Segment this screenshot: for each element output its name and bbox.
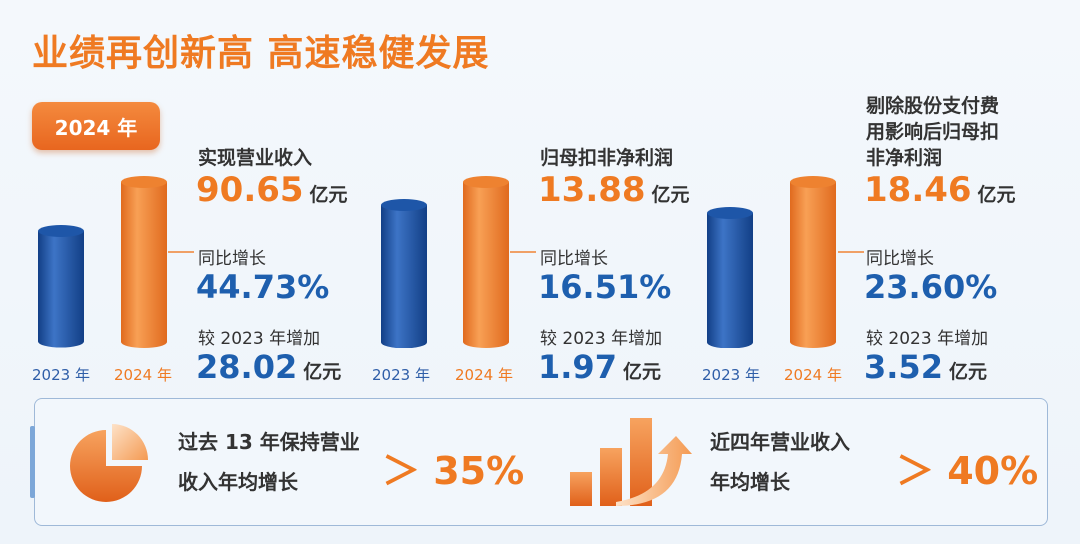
delta-label: 较 2023 年增加 <box>866 329 989 349</box>
bar-2023-profit <box>381 198 427 348</box>
metric-title-line2: 用影响后归母扣 <box>866 121 1000 143</box>
leader-line <box>838 251 864 253</box>
yoy-label: 同比增长 <box>540 249 608 269</box>
metric-value: 90.65 亿元 <box>196 170 348 210</box>
yoy-label: 同比增长 <box>866 249 934 269</box>
bar-2023-adjusted-profit <box>707 206 753 348</box>
year-badge: 2024 年 <box>32 102 160 150</box>
x-label-2023: 2023 年 <box>32 366 90 384</box>
summary-right-line2: 年均增长 <box>710 470 790 494</box>
metric-title: 归母扣非净利润 <box>540 147 674 169</box>
metric-value: 13.88 亿元 <box>538 170 690 210</box>
x-label-2024: 2024 年 <box>784 366 842 384</box>
metric-title-line1: 剔除股份支付费 <box>866 95 1000 117</box>
yoy-value: 44.73% <box>196 268 330 306</box>
yoy-label: 同比增长 <box>198 249 266 269</box>
delta-value: 3.52 亿元 <box>864 348 987 386</box>
delta-value: 1.97 亿元 <box>538 348 661 386</box>
yoy-value: 23.60% <box>864 268 998 306</box>
summary-accent <box>30 426 35 498</box>
bar-2024-adjusted-profit <box>790 176 836 348</box>
delta-value: 28.02 亿元 <box>196 348 342 386</box>
bar-2023-revenue <box>38 225 84 348</box>
delta-label: 较 2023 年增加 <box>540 329 663 349</box>
summary-right-line1: 近四年营业收入 <box>710 430 850 454</box>
metric-value: 18.46 亿元 <box>864 170 1016 210</box>
x-label-2023: 2023 年 <box>372 366 430 384</box>
leader-line <box>168 251 194 253</box>
summary-left-line2: 收入年均增长 <box>178 470 298 494</box>
metric-title: 实现营业收入 <box>198 147 313 169</box>
pie-chart-icon <box>70 424 148 502</box>
summary-left-compare: ＞ 35% <box>382 449 525 493</box>
bar-2024-profit <box>463 176 509 348</box>
summary-left-line1: 过去 13 年保持营业 <box>178 430 360 454</box>
x-label-2024: 2024 年 <box>114 366 172 384</box>
bar-growth-icon <box>570 418 692 506</box>
page-title: 业绩再创新高 高速稳健发展 <box>32 33 490 74</box>
yoy-value: 16.51% <box>538 268 672 306</box>
delta-label: 较 2023 年增加 <box>198 329 321 349</box>
bar-2024-revenue <box>121 176 167 348</box>
metric-title-line3: 非净利润 <box>866 147 943 169</box>
leader-line <box>510 251 536 253</box>
x-label-2024: 2024 年 <box>455 366 513 384</box>
summary-right-compare: ＞ 40% <box>896 449 1039 493</box>
x-label-2023: 2023 年 <box>702 366 760 384</box>
summary-panel <box>34 398 1048 526</box>
